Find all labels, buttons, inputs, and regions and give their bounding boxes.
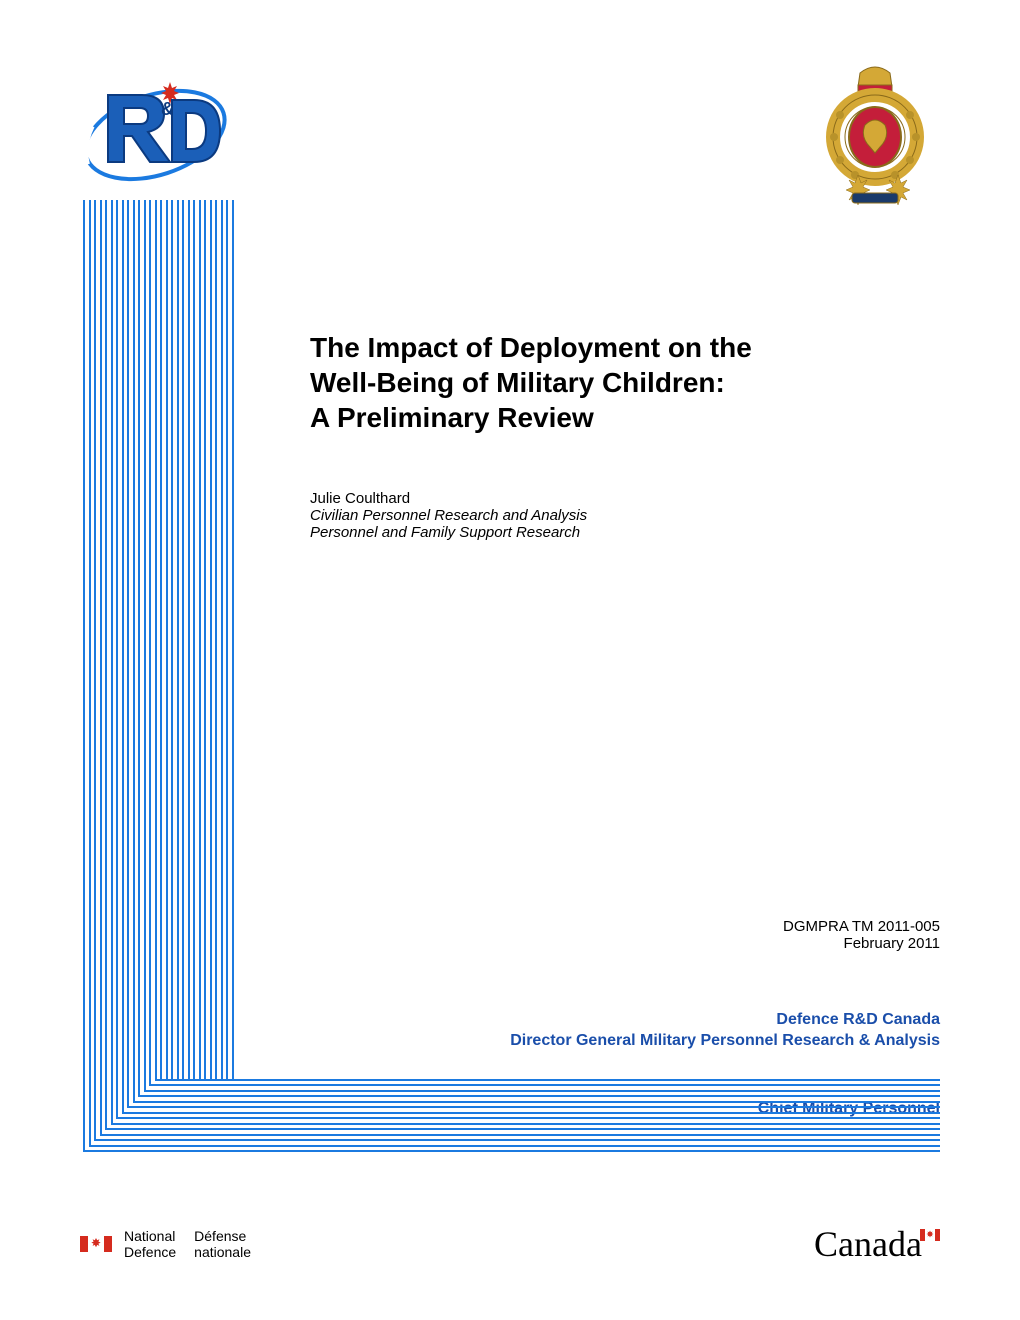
chief-label: Chief Military Personnel — [758, 1100, 940, 1118]
canada-flag-icon — [920, 1229, 940, 1241]
org-line-1: Defence R&D Canada — [510, 1010, 940, 1031]
title-line-3: A Preliminary Review — [310, 400, 940, 435]
author-affil-2: Personnel and Family Support Research — [310, 524, 940, 541]
nd-en-2: Defence — [124, 1244, 176, 1260]
national-defence-text: National Defence Défense nationale — [124, 1228, 251, 1260]
nd-fr-2: nationale — [194, 1244, 251, 1260]
author-block: Julie Coulthard Civilian Personnel Resea… — [310, 490, 940, 541]
nd-en-1: National — [124, 1228, 176, 1244]
cover-page: & — [0, 0, 1020, 1320]
canada-text: Canada — [814, 1223, 922, 1265]
organization-block: Defence R&D Canada Director General Mili… — [510, 1010, 940, 1052]
title-block: The Impact of Deployment on the Well-Bei… — [310, 330, 940, 435]
document-number-block: DGMPRA TM 2011-005 February 2011 — [783, 918, 940, 952]
author-affil-1: Civilian Personnel Research and Analysis — [310, 507, 940, 524]
document-date: February 2011 — [783, 935, 940, 952]
org-line-2: Director General Military Personnel Rese… — [510, 1031, 940, 1052]
military-crest-icon — [810, 65, 940, 215]
nd-fr-1: Défense — [194, 1228, 251, 1244]
title-line-2: Well-Being of Military Children: — [310, 365, 940, 400]
national-defence-block: National Defence Défense nationale — [80, 1228, 251, 1260]
decorative-vertical-lines — [83, 200, 237, 1150]
canada-wordmark: Canada — [814, 1223, 940, 1265]
author-name: Julie Coulthard — [310, 490, 940, 507]
canada-flag-icon — [80, 1236, 112, 1252]
title-line-1: The Impact of Deployment on the — [310, 330, 940, 365]
rd-logo: & — [80, 70, 230, 190]
document-id: DGMPRA TM 2011-005 — [783, 918, 940, 935]
